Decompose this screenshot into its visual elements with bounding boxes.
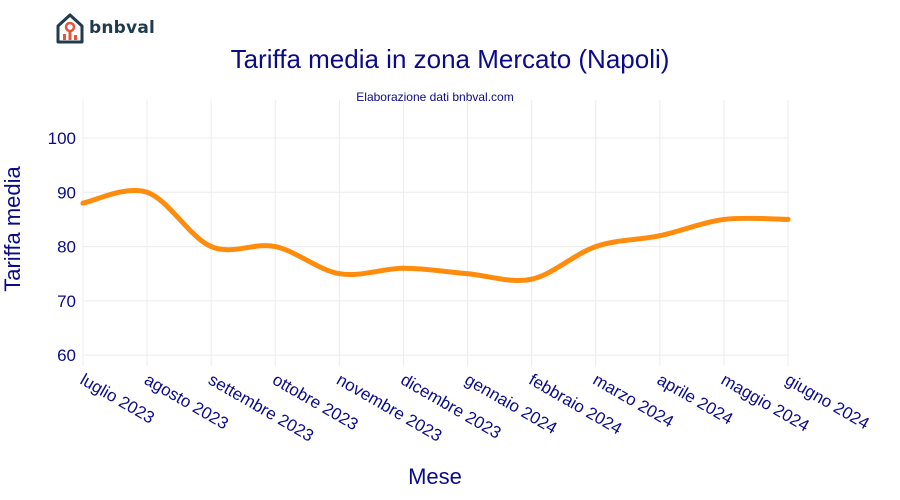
y-axis-title: Tariffa media <box>0 165 25 291</box>
chart-subtitle: Elaborazione dati bnbval.com <box>356 90 514 104</box>
data-point <box>529 276 535 282</box>
brand-logo: bnbval <box>55 12 155 44</box>
y-tick-label: 80 <box>57 238 76 257</box>
data-point <box>80 200 86 206</box>
house-chart-icon <box>56 13 84 44</box>
grid <box>82 100 789 366</box>
y-tick-label: 90 <box>57 183 76 202</box>
brand-name: bnbval <box>89 18 156 38</box>
y-tick-label: 60 <box>57 346 76 365</box>
x-axis-title: Mese <box>408 464 462 489</box>
data-point <box>465 271 471 277</box>
data-point <box>144 189 150 195</box>
data-point <box>721 216 727 222</box>
data-point <box>336 271 342 277</box>
series-line <box>80 188 791 283</box>
y-tick-label: 100 <box>48 129 76 148</box>
series-layer <box>80 188 791 283</box>
y-tick-label: 70 <box>57 292 76 311</box>
y-axis-ticks: 60 70 80 90 100 <box>48 129 76 365</box>
data-point <box>593 244 599 250</box>
data-point <box>657 233 663 239</box>
data-point <box>400 265 406 271</box>
data-point <box>785 216 791 222</box>
data-point <box>272 244 278 250</box>
data-point <box>208 244 214 250</box>
chart-title: Tariffa media in zona Mercato (Napoli) <box>230 44 670 74</box>
